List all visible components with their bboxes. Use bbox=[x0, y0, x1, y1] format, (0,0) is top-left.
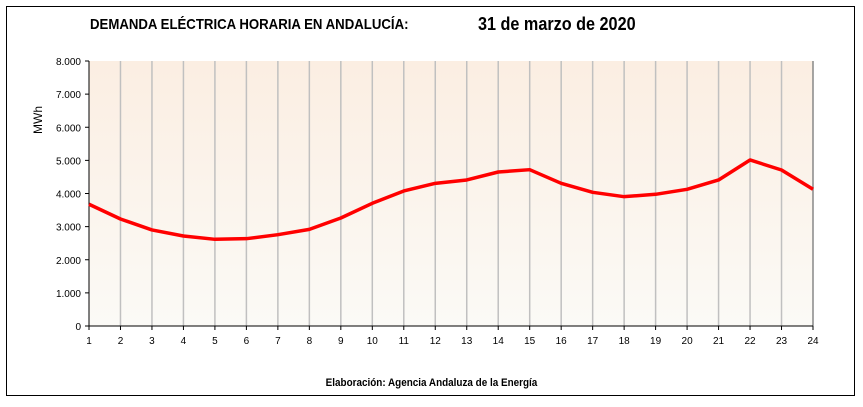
x-tick-label: 11 bbox=[399, 336, 410, 347]
plot-area bbox=[89, 61, 813, 326]
x-tick-label: 21 bbox=[713, 336, 725, 347]
chart-title: DEMANDA ELÉCTRICA HORARIA EN ANDALUCÍA: bbox=[90, 16, 409, 33]
x-tick-label: 18 bbox=[619, 336, 631, 347]
y-tick-label: 4.000 bbox=[56, 190, 81, 201]
x-tick-label: 10 bbox=[367, 336, 379, 347]
x-tick-label: 2 bbox=[118, 336, 124, 347]
y-tick-label: 2.000 bbox=[56, 256, 81, 267]
x-tick-label: 13 bbox=[461, 336, 473, 347]
footer-credit: Elaboración: Agencia Andaluza de la Ener… bbox=[325, 377, 538, 389]
x-tick-label: 8 bbox=[307, 336, 313, 347]
y-tick-label: 7.000 bbox=[56, 90, 81, 101]
x-tick-label: 19 bbox=[650, 336, 662, 347]
chart-date: 31 de marzo de 2020 bbox=[478, 14, 636, 34]
x-tick-label: 24 bbox=[807, 336, 819, 347]
series-line-demanda bbox=[88, 158, 814, 242]
x-tick-label: 14 bbox=[493, 336, 505, 347]
y-axis-label: MWh bbox=[31, 106, 45, 134]
x-tick-label: 22 bbox=[744, 336, 756, 347]
x-tick-label: 23 bbox=[776, 336, 788, 347]
y-tick-label: 0 bbox=[75, 322, 81, 333]
x-tick-label: 17 bbox=[587, 336, 599, 347]
x-tick-label: 3 bbox=[149, 336, 155, 347]
y-tick-label: 5.000 bbox=[56, 156, 81, 167]
x-tick-label: 9 bbox=[338, 336, 344, 347]
x-tick-label: 12 bbox=[430, 336, 442, 347]
x-tick-label: 5 bbox=[212, 336, 218, 347]
y-tick-label: 8.000 bbox=[56, 57, 81, 68]
x-tick-label: 20 bbox=[682, 336, 694, 347]
x-tick-label: 1 bbox=[86, 336, 92, 347]
chart-frame bbox=[6, 6, 855, 396]
x-tick-label: 15 bbox=[524, 336, 536, 347]
y-tick-label: 3.000 bbox=[56, 223, 81, 234]
y-tick-label: 1.000 bbox=[56, 289, 81, 300]
y-tick-label: 6.000 bbox=[56, 123, 81, 134]
x-tick-label: 16 bbox=[556, 336, 568, 347]
x-tick-label: 6 bbox=[244, 336, 250, 347]
x-tick-label: 4 bbox=[181, 336, 187, 347]
x-tick-label: 7 bbox=[275, 336, 281, 347]
